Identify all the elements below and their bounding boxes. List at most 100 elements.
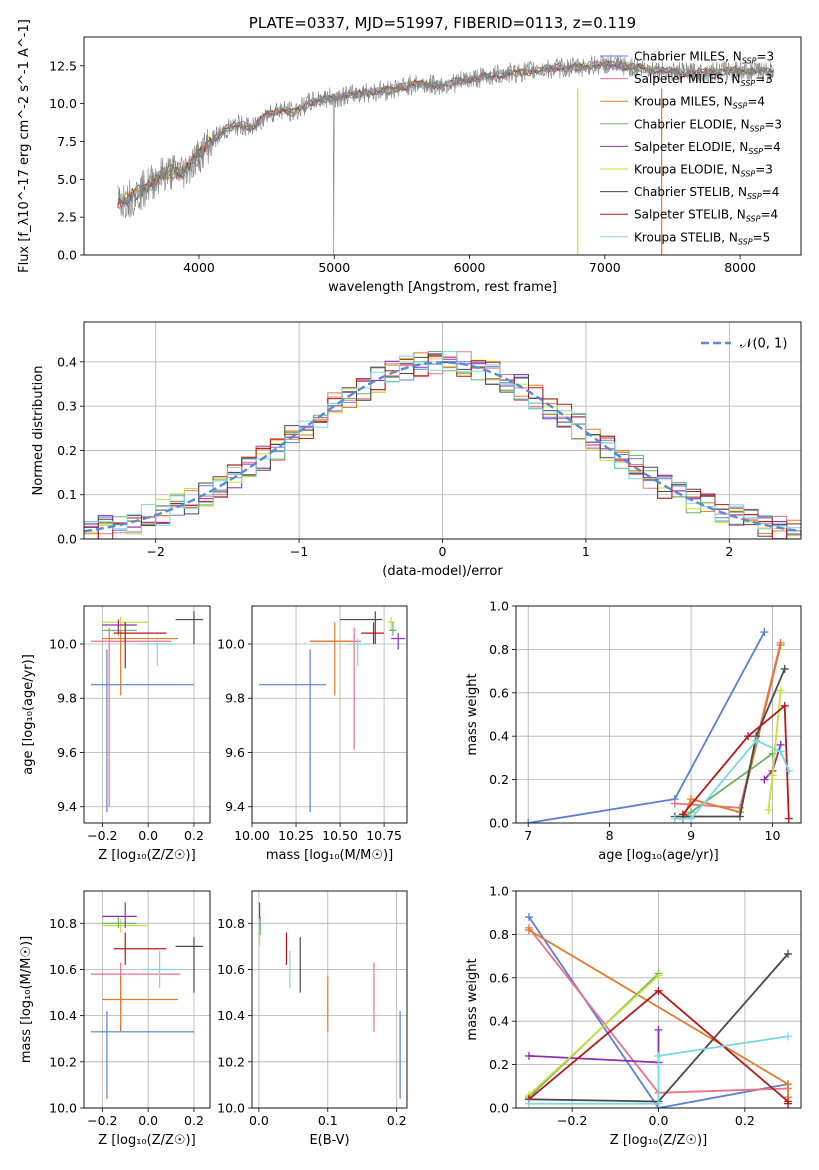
y-tick-label: 0.6 [489,970,509,985]
mass-weight-marker [670,799,679,808]
age_vs_Z-axes: −0.2 0.0 0.2 9.4 9.6 9.8 10.0 Z [log₁₀(Z/Z☉)] ag… [21,605,211,863]
legend-label: Kroupa ELODIE, NSSP=3 [634,163,773,179]
y-tick-label: 10.8 [49,916,77,931]
x-tick-label: 6000 [454,260,486,275]
error-bar-point [90,1011,194,1099]
y-tick-label: 0.1 [57,487,77,502]
y-tick-label: 5.0 [57,172,77,187]
x-tick-label: 0.2 [184,1113,204,1128]
y-tick-label: 10.0 [49,636,77,651]
y-tick-label: 12.5 [49,58,77,73]
y-tick-label: 0.4 [57,354,77,369]
x-tick-label: 0.0 [138,828,158,843]
mass_weight_vs_age-axes: 7 8 9 10 0.0 0.2 0.4 0.6 0.8 1.0 age [log₁₀(age/yr… [465,599,802,863]
legend-label: Chabrier STELIB, NSSP=4 [634,185,779,201]
x-tick-label: −1 [290,544,308,559]
mass-weight-line [528,916,789,1108]
spectrum-legend: Chabrier MILES, NSSP=3 Salpeter MILES, NS… [600,50,782,246]
x-tick-label: 10.50 [322,828,358,843]
error-bar-point [113,622,167,669]
y-tick-label: 0.6 [489,685,509,700]
mass-weight-marker [760,628,769,637]
mass_vs_Z-axes: −0.2 0.0 0.2 10.0 10.2 10.4 10.6 10.8 Z [log₁₀(Z… [19,890,211,1148]
mass-weight-marker [654,1025,663,1034]
y-tick-label: 10.2 [49,1054,77,1069]
mass_weight_vs_Z-axes: −0.2 0.0 0.2 0.0 0.2 0.4 0.6 0.8 1.0 Z [log₁₀(Z/Z… [465,884,802,1148]
y-axis-label: mass weight [465,673,480,755]
y-tick-label: 9.8 [57,691,77,706]
error-bar-point [361,622,385,644]
x-axis-label: Z [log₁₀(Z/Z☉)] [610,1133,707,1148]
error-bar-point [391,633,406,650]
mass-weight-marker [784,949,793,958]
mass-weight-line [682,703,790,819]
mass-weight-marker [784,766,793,775]
error-bar-point [102,916,137,928]
mass-weight-marker [654,1099,663,1108]
y-tick-label: 10.0 [49,1101,77,1116]
y-tick-label: 0.3 [57,399,77,414]
axes-frame [251,890,408,1109]
legend-label: Salpeter STELIB, NSSP=4 [634,208,778,224]
x-tick-label: −0.2 [87,828,117,843]
mass-weight-marker [654,1051,663,1060]
x-tick-label: 10.25 [278,828,314,843]
mass-weight-marker [670,814,679,823]
mass-weight-marker [784,814,793,823]
mass-weight-marker [524,913,533,922]
mass_weight_vs_Z-plot [524,913,793,1108]
error-bar-point [141,638,176,666]
normal-curve [84,361,801,533]
x-tick-label: 0.1 [318,1113,338,1128]
mass-weight-marker [654,971,663,980]
x-tick-label: 0.2 [735,1113,755,1128]
error-bar-point [175,611,204,644]
x-tick-label: 9 [687,828,695,843]
mass-weight-marker [764,805,773,814]
y-tick-label: 9.4 [57,799,77,814]
x-axis-label: wavelength [Angstrom, rest frame] [328,280,557,295]
model-spectrum-line [117,59,774,209]
mass-weight-marker [524,1099,533,1108]
mass-weight-line [682,644,782,820]
y-tick-label: 10.0 [217,636,245,651]
y-axis-label: mass [log₁₀(M/M☉)] [19,936,34,1063]
mass_vs_Z-plot [90,902,204,1099]
mass-weight-marker [776,747,785,756]
mass-weight-line [528,631,766,823]
mass_vs_ebv-axes: 0.0 0.1 0.2 10.0 10.2 10.4 10.6 10.8 E(B-V) [217,890,408,1148]
error-bar-point [340,611,383,644]
spectrum-plot [117,54,775,255]
axes-frame [83,36,802,256]
x-axis-label: mass [log₁₀(M/M☉)] [266,848,393,863]
legend-label: Salpeter MILES, NSSP=3 [634,72,773,88]
y-tick-label: 7.5 [57,134,77,149]
error-bar-point [102,976,178,1032]
residuals-axes: −2 −1 0 1 2 0.0 0.1 0.2 0.3 0.4 (data-model)/error… [31,321,802,579]
age_vs_mass-plot [259,611,406,813]
mass-weight-marker [776,641,785,650]
residuals-plot [84,351,801,539]
x-tick-label: 2 [725,544,733,559]
y-tick-label: 9.8 [225,691,245,706]
mass-weight-marker [744,732,753,741]
x-tick-label: −0.2 [87,1113,117,1128]
error-bar-point [113,932,167,965]
x-tick-label: −2 [146,544,164,559]
x-tick-label: 0 [439,544,447,559]
error-bar-point [389,622,397,636]
y-axis-label: Normed distribution [31,366,46,496]
age_vs_mass-axes: 10.00 10.25 10.50 10.75 9.4 9.6 9.8 10.0 mass [l… [217,605,408,863]
mass_weight_vs_age-plot [524,628,793,823]
y-tick-label: 0.0 [489,816,509,831]
error-bar-point [90,627,172,807]
x-tick-label: 7 [524,828,532,843]
x-tick-label: 8 [606,828,614,843]
y-tick-label: 0.8 [489,642,509,657]
mass-weight-line [528,974,660,1096]
legend-label: Chabrier ELODIE, NSSP=3 [634,117,782,133]
legend-label: Kroupa STELIB, NSSP=5 [634,230,770,246]
y-axis-label: Flux [f_λ10^-17 erg cm^-2 s^-1 A^-1] [17,19,32,273]
error-bar-point [310,622,353,696]
